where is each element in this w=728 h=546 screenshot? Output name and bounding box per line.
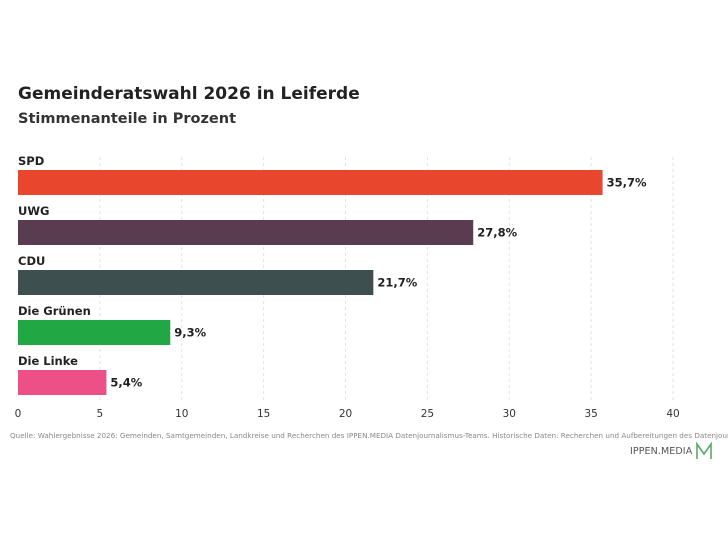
- category-label: UWG: [18, 204, 49, 218]
- x-tick-label: 0: [15, 408, 22, 420]
- x-tick-label: 10: [175, 408, 188, 420]
- bar-value-label: 35,7%: [607, 176, 647, 190]
- chart-subtitle: Stimmenanteile in Prozent: [18, 111, 237, 127]
- x-axis-ticks: 0 5 10 15 20 25 30 35 40: [15, 408, 680, 420]
- x-tick-label: 20: [339, 408, 352, 420]
- logo-text: IPPEN.MEDIA: [630, 445, 693, 457]
- category-label: CDU: [18, 254, 45, 268]
- bar-value-label: 27,8%: [477, 226, 517, 240]
- category-label: SPD: [18, 154, 44, 168]
- source-note: Quelle: Wahlergebnisse 2026: Gemeinden, …: [10, 431, 728, 440]
- chart-title: Gemeinderatswahl 2026 in Leiferde: [18, 84, 360, 104]
- x-tick-label: 40: [666, 408, 679, 420]
- category-label: Die Linke: [18, 354, 78, 368]
- bar: [18, 270, 374, 295]
- x-tick-label: 35: [584, 408, 597, 420]
- logo-m-icon: [696, 442, 713, 459]
- bar-chart: SPD 35,7% UWG 27,8% CDU 21,7% Die Grünen 9,3% Di…: [15, 154, 680, 420]
- bar-value-label: 5,4%: [110, 376, 142, 390]
- x-tick-label: 5: [97, 408, 104, 420]
- x-tick-label: 15: [257, 408, 270, 420]
- publisher-logo: IPPEN.MEDIA: [630, 442, 713, 460]
- bars-layer: SPD 35,7% UWG 27,8% CDU 21,7% Die Grünen 9,3% Di…: [18, 154, 647, 395]
- bar: [18, 320, 171, 345]
- bar: [18, 370, 107, 395]
- category-label: Die Grünen: [18, 304, 91, 318]
- x-tick-label: 30: [503, 408, 516, 420]
- bar-value-label: 9,3%: [174, 326, 206, 340]
- bar: [18, 220, 474, 245]
- bar: [18, 170, 603, 195]
- x-tick-label: 25: [421, 408, 434, 420]
- bar-value-label: 21,7%: [377, 276, 417, 290]
